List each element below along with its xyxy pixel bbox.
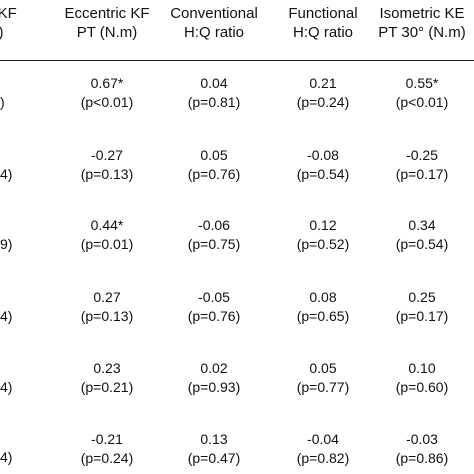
p-value: (p=0.17) <box>395 308 449 324</box>
coefficient: -0.06 <box>198 217 230 233</box>
coefficient: 0.05 <box>309 360 337 376</box>
p-value: (p=0.13) <box>80 308 134 324</box>
coefficient: 0.55* <box>405 75 439 91</box>
column-header-eccentric-kf: Eccentric KF PT (N.m) <box>52 4 162 42</box>
coefficient: 0.34 <box>408 217 436 233</box>
row-label-partial: 9) <box>0 236 13 252</box>
table-cell: 0.02 (p=0.93) <box>154 359 274 397</box>
header-line1: Conventional <box>170 5 258 22</box>
p-value: (p=0.75) <box>187 236 241 252</box>
table-cell: -0.04 (p=0.82) <box>268 430 378 468</box>
row-label-partial: 4) <box>0 379 13 395</box>
p-value: (p=0.76) <box>187 308 241 324</box>
p-value: (p=0.54) <box>395 236 449 252</box>
row-label-partial: 4) <box>0 166 13 182</box>
coefficient: 0.27 <box>93 289 121 305</box>
coefficient: 0.04 <box>200 75 228 91</box>
table-cell: 0.12 (p=0.52) <box>268 216 378 254</box>
p-value: (p=0.17) <box>395 166 449 182</box>
table-cell: -0.08 (p=0.54) <box>268 146 378 184</box>
table-cell: 0.13 (p=0.47) <box>154 430 274 468</box>
column-header-functional-hq: Functional H:Q ratio <box>268 4 378 42</box>
header-line2: PT (N.m) <box>76 24 138 41</box>
coefficient: -0.25 <box>406 147 438 163</box>
row-label-partial: 4) <box>0 449 13 465</box>
header-line2: H:Q ratio <box>292 24 353 41</box>
p-value: (p=0.76) <box>187 166 241 182</box>
coefficient: 0.25 <box>408 289 436 305</box>
coefficient: 0.08 <box>309 289 337 305</box>
row-label-partial: 4) <box>0 308 13 324</box>
table-cell: -0.05 (p=0.76) <box>154 288 274 326</box>
coefficient: -0.27 <box>91 147 123 163</box>
table-cell: 0.05 (p=0.76) <box>154 146 274 184</box>
table-cell: 0.04 (p=0.81) <box>154 74 274 112</box>
coefficient: 0.02 <box>200 360 228 376</box>
table-cell: 0.55* (p<0.01) <box>364 74 474 112</box>
coefficient: -0.08 <box>307 147 339 163</box>
header-line1: Isometric KE <box>379 5 465 22</box>
coefficient: 0.44* <box>90 217 124 233</box>
p-value: (p=0.60) <box>395 379 449 395</box>
coefficient: -0.05 <box>198 289 230 305</box>
table-cell: 0.21 (p=0.24) <box>268 74 378 112</box>
coefficient: -0.21 <box>91 431 123 447</box>
coefficient: 0.05 <box>200 147 228 163</box>
p-value: (p<0.01) <box>80 94 134 110</box>
coefficient: 0.13 <box>200 431 228 447</box>
p-value: (p=0.54) <box>296 166 350 182</box>
row-label-partial: ) <box>0 94 5 110</box>
p-value: (p=0.93) <box>187 379 241 395</box>
p-value: (p=0.24) <box>296 94 350 110</box>
header-line1: Eccentric KF <box>64 5 150 22</box>
table-cell: 0.10 (p=0.60) <box>364 359 474 397</box>
header-line2: H:Q ratio <box>183 24 244 41</box>
p-value: (p=0.77) <box>296 379 350 395</box>
p-value: (p<0.01) <box>395 94 449 110</box>
column-header-conventional-hq: Conventional H:Q ratio <box>154 4 274 42</box>
table-cell: 0.23 (p=0.21) <box>52 359 162 397</box>
column-header-isometric-ke: Isometric KE PT 30° (N.m) <box>364 4 474 42</box>
header-line1: c KF <box>0 5 17 22</box>
table-cell: 0.05 (p=0.77) <box>268 359 378 397</box>
header-line2: PT 30° (N.m) <box>378 24 466 41</box>
p-value: (p=0.21) <box>80 379 134 395</box>
column-header-partial: c KF m) <box>0 4 46 42</box>
table-cell: 0.08 (p=0.65) <box>268 288 378 326</box>
coefficient: 0.23 <box>93 360 121 376</box>
header-line1: Functional <box>288 5 358 22</box>
header-divider <box>0 60 474 61</box>
p-value: (p=0.81) <box>187 94 241 110</box>
p-value: (p=0.82) <box>296 450 350 466</box>
coefficient: 0.10 <box>408 360 436 376</box>
table-cell: 0.44* (p=0.01) <box>52 216 162 254</box>
p-value: (p=0.52) <box>296 236 350 252</box>
table-cell: 0.67* (p<0.01) <box>52 74 162 112</box>
header-line2: m) <box>0 23 46 42</box>
p-value: (p=0.65) <box>296 308 350 324</box>
table-cell: -0.06 (p=0.75) <box>154 216 274 254</box>
coefficient: -0.03 <box>406 431 438 447</box>
table-cell: -0.21 (p=0.24) <box>52 430 162 468</box>
p-value: (p=0.47) <box>187 450 241 466</box>
coefficient: 0.12 <box>309 217 337 233</box>
table-cell: -0.27 (p=0.13) <box>52 146 162 184</box>
table-cell: 0.34 (p=0.54) <box>364 216 474 254</box>
table-cell: 0.27 (p=0.13) <box>52 288 162 326</box>
coefficient: 0.21 <box>309 75 337 91</box>
table-cell: -0.03 (p=0.86) <box>364 430 474 468</box>
coefficient: -0.04 <box>307 431 339 447</box>
p-value: (p=0.13) <box>80 166 134 182</box>
table-cell: 0.25 (p=0.17) <box>364 288 474 326</box>
p-value: (p=0.86) <box>395 450 449 466</box>
p-value: (p=0.01) <box>80 236 134 252</box>
coefficient: 0.67* <box>90 75 124 91</box>
table-cell: -0.25 (p=0.17) <box>364 146 474 184</box>
p-value: (p=0.24) <box>80 450 134 466</box>
